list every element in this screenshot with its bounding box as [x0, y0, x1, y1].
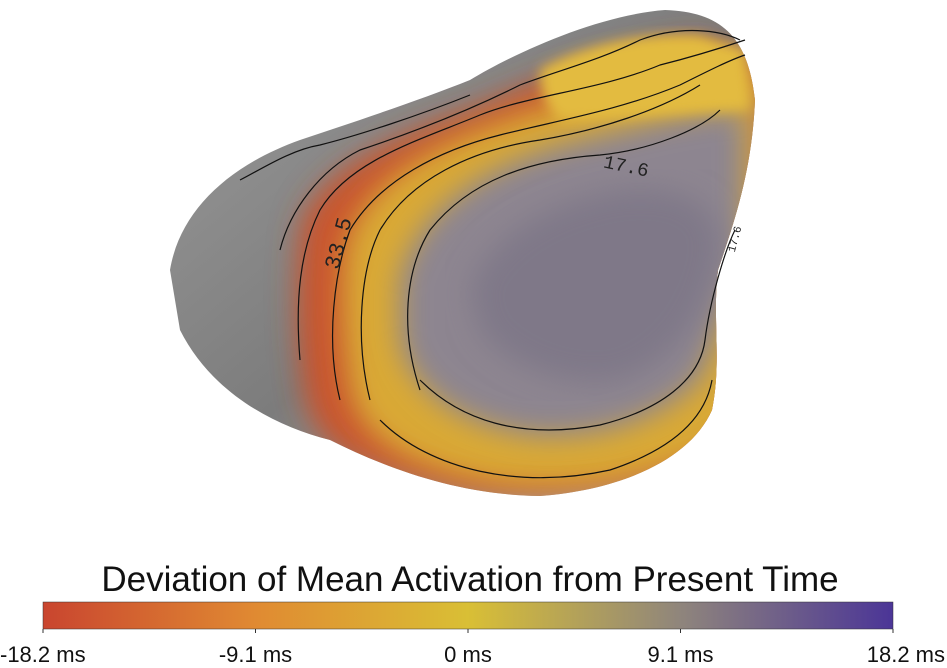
tick-label: 18.2 ms [867, 642, 945, 667]
tick-label: -18.2 ms [0, 642, 86, 667]
tick-label: 0 ms [444, 642, 492, 667]
tick-label: 9.1 ms [647, 642, 713, 667]
colorbar-title: Deviation of Mean Activation from Presen… [101, 560, 838, 599]
heart: 33.5 17.6 17.6 [170, 10, 755, 496]
tick-label: -9.1 ms [219, 642, 292, 667]
colorbar [42, 601, 894, 630]
